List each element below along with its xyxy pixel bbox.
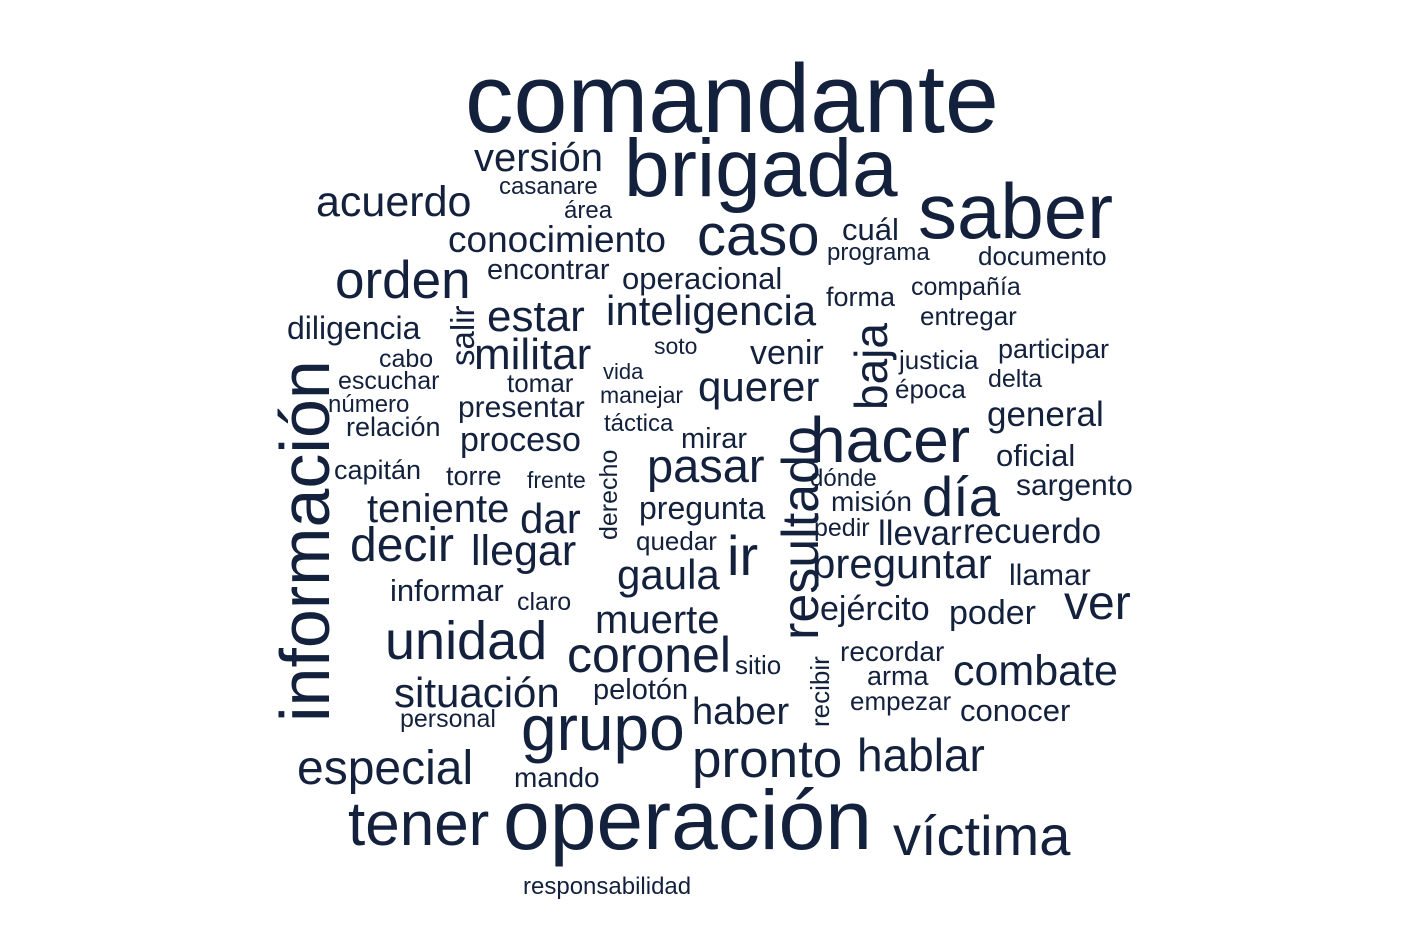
word-peloton: pelotón xyxy=(593,674,689,706)
word-tactica: táctica xyxy=(604,410,674,437)
word-torre: torre xyxy=(446,461,502,491)
word-muerte: muerte xyxy=(595,598,720,642)
word-operacional: operacional xyxy=(622,261,783,296)
word-cual: cuál xyxy=(842,212,899,247)
word-manejar: manejar xyxy=(600,382,684,408)
word-casanare: casanare xyxy=(499,173,598,200)
word-documento: documento xyxy=(978,241,1107,271)
word-poder: poder xyxy=(949,594,1036,632)
word-operacion: operación xyxy=(503,773,872,867)
word-llamar: llamar xyxy=(1009,559,1091,592)
word-grupo: grupo xyxy=(521,692,685,764)
word-recuerdo: recuerdo xyxy=(963,512,1102,551)
word-capitan: capitán xyxy=(334,455,422,485)
word-diligencia: diligencia xyxy=(287,310,421,346)
word-pronto: pronto xyxy=(692,730,843,789)
word-derecho: derecho xyxy=(595,449,623,540)
word-delta: delta xyxy=(988,365,1043,393)
word-gaula: gaula xyxy=(617,551,720,598)
word-ir: ir xyxy=(727,524,759,587)
word-recordar: recordar xyxy=(840,636,945,667)
word-presentar: presentar xyxy=(458,391,585,424)
word-recibir: recibir xyxy=(805,656,835,727)
word-encontrar: encontrar xyxy=(487,254,610,286)
word-mision: misión xyxy=(831,486,912,517)
word-mirar: mirar xyxy=(681,423,748,455)
word-soto: soto xyxy=(654,333,698,359)
word-informacion: información xyxy=(266,360,344,722)
word-ejercito: ejército xyxy=(820,590,930,628)
word-mando: mando xyxy=(514,762,600,793)
word-teniente: teniente xyxy=(367,487,510,531)
word-responsabilidad: responsabilidad xyxy=(523,873,692,900)
word-llevar: llevar xyxy=(878,514,962,553)
word-inteligencia: inteligencia xyxy=(606,287,817,334)
word-conocer: conocer xyxy=(960,693,1071,728)
word-haber: haber xyxy=(692,691,790,733)
word-programa: programa xyxy=(827,239,930,266)
word-tener: tener xyxy=(348,790,490,859)
word-hablar: hablar xyxy=(857,729,985,781)
word-decir: decir xyxy=(350,519,455,572)
word-ver: ver xyxy=(1064,577,1131,630)
word-baja: baja xyxy=(845,323,897,410)
word-participar: participar xyxy=(998,334,1110,364)
word-comandante: comandante xyxy=(465,44,999,153)
word-vida: vida xyxy=(603,359,644,384)
word-sitio: sitio xyxy=(735,650,782,680)
word-acuerdo: acuerdo xyxy=(316,178,472,226)
word-preguntar: preguntar xyxy=(812,540,992,587)
word-resultado: resultado xyxy=(772,426,830,640)
word-victima: víctima xyxy=(893,804,1071,867)
word-entregar: entregar xyxy=(920,301,1017,331)
word-situacion: situación xyxy=(394,669,560,716)
word-justicia: justicia xyxy=(899,345,979,375)
word-venir: venir xyxy=(750,334,824,372)
word-tomar: tomar xyxy=(507,368,574,398)
word-claro: claro xyxy=(517,588,572,616)
word-personal: personal xyxy=(400,705,496,733)
word-combate: combate xyxy=(953,647,1118,695)
word-llegar: llegar xyxy=(471,527,577,575)
word-salir: salir xyxy=(444,305,481,366)
word-dar: dar xyxy=(520,495,581,542)
word-arma: arma xyxy=(867,661,929,691)
word-militar: militar xyxy=(474,330,592,379)
word-caso: caso xyxy=(697,203,820,268)
word-pregunta: pregunta xyxy=(639,490,766,526)
word-oficial: oficial xyxy=(996,438,1076,473)
word-pasar: pasar xyxy=(647,439,765,492)
word-querer: querer xyxy=(698,363,820,410)
word-hacer: hacer xyxy=(810,404,971,476)
word-compania: compañía xyxy=(911,273,1021,301)
word-relacion: relación xyxy=(346,412,441,442)
word-brigada: brigada xyxy=(624,123,898,214)
word-proceso: proceso xyxy=(460,421,581,459)
word-quedar: quedar xyxy=(636,526,717,556)
word-estar: estar xyxy=(487,292,585,341)
word-conocimiento: conocimiento xyxy=(448,219,667,260)
word-numero: número xyxy=(328,391,410,418)
word-sargento: sargento xyxy=(1016,469,1133,502)
word-area: área xyxy=(564,197,613,224)
word-especial: especial xyxy=(297,742,474,795)
word-cabo: cabo xyxy=(379,345,434,373)
word-general: general xyxy=(987,395,1104,434)
word-epoca: época xyxy=(895,374,966,404)
word-escuchar: escuchar xyxy=(338,367,440,395)
word-donde: dónde xyxy=(810,465,877,492)
word-saber: saber xyxy=(918,167,1114,255)
word-empezar: empezar xyxy=(850,686,952,716)
word-dia: día xyxy=(922,465,1000,528)
word-forma: forma xyxy=(826,282,896,312)
word-frente: frente xyxy=(527,467,586,493)
word-unidad: unidad xyxy=(385,611,548,671)
word-version: versión xyxy=(474,136,603,180)
word-orden: orden xyxy=(335,251,471,310)
word-coronel: coronel xyxy=(567,627,731,683)
word-pedir: pedir xyxy=(814,514,870,542)
word-informar: informar xyxy=(390,573,504,608)
